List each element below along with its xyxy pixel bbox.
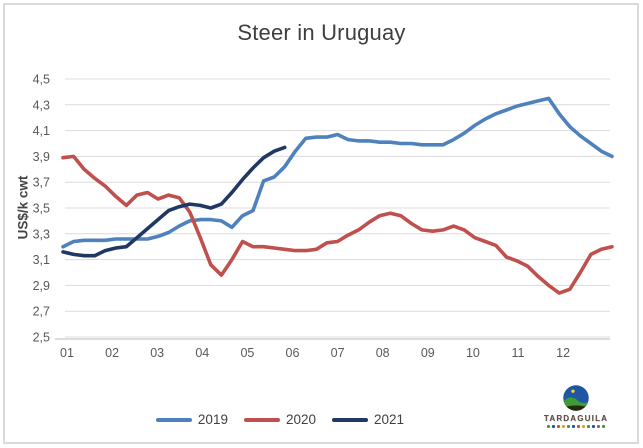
legend-label-2020: 2020: [285, 412, 317, 427]
logo-subtext-dot: [557, 425, 560, 428]
x-tick-label: 05: [240, 346, 254, 360]
legend-label-2019: 2019: [197, 412, 228, 427]
legend-item-2019: 2019: [155, 412, 228, 427]
logo-subtext-dot: [592, 425, 595, 428]
series-line-2019: [61, 96, 614, 249]
legend-swatch-2019: [155, 417, 192, 422]
logo-subtext-dot: [562, 425, 565, 428]
logo-subtext-dot: [572, 425, 575, 428]
legend-item-2020: 2020: [243, 412, 317, 427]
x-tick-label: 03: [150, 346, 164, 360]
y-tick-label: 2,5: [33, 331, 50, 345]
x-tick-label: 02: [105, 346, 119, 360]
legend-swatch-2020: [243, 417, 280, 422]
logo-subtext-dot: [582, 425, 585, 428]
y-tick-label: 4,3: [33, 98, 50, 112]
legend-label-2021: 2021: [374, 412, 405, 427]
logo-subtext-dot: [552, 425, 555, 428]
globe-icon: [563, 385, 589, 411]
y-tick-label: 4,5: [33, 73, 50, 87]
x-tick-label: 01: [60, 346, 74, 360]
logo-subtext-dot: [547, 425, 550, 428]
legend-item-2021: 2021: [332, 412, 404, 427]
logo-text: TARDAGUILA: [543, 414, 609, 423]
y-tick-label: 2,9: [33, 279, 50, 293]
x-tick-label: 12: [556, 346, 570, 360]
logo-subtext-dot: [577, 425, 580, 428]
logo-subtext-dot: [597, 425, 600, 428]
logo-subtext-dots: [540, 425, 612, 428]
y-tick-label: 3,7: [33, 176, 50, 190]
logo-subtext-dot: [602, 425, 605, 428]
logo-subtext-dot: [587, 425, 590, 428]
logo-subtext-dot: [567, 425, 570, 428]
tardaguila-logo: TARDAGUILA: [540, 383, 612, 428]
x-tick-label: 09: [421, 346, 435, 360]
x-tick-label: 04: [195, 346, 209, 360]
chart-title: Steer in Uruguay: [237, 20, 406, 45]
legend: 2019 2020 2021: [0, 412, 560, 427]
y-tick-label: 3,5: [33, 202, 50, 216]
y-tick-label: 3,9: [33, 150, 50, 164]
x-tick-label: 07: [331, 346, 345, 360]
y-tick-label: 2,7: [33, 305, 50, 319]
x-tick-label: 11: [512, 346, 525, 360]
x-tick-label: 08: [376, 346, 390, 360]
y-tick-label: 3,1: [33, 253, 50, 267]
chart-frame: [3, 3, 639, 444]
y-tick-label: 3,3: [33, 227, 50, 241]
legend-swatch-2021: [332, 417, 369, 422]
series-line-2020: [61, 154, 614, 295]
x-tick-label: 10: [466, 346, 480, 360]
x-tick-label: 06: [286, 346, 300, 360]
series-line-2021: [61, 145, 287, 258]
y-tick-label: 4,1: [33, 124, 50, 138]
